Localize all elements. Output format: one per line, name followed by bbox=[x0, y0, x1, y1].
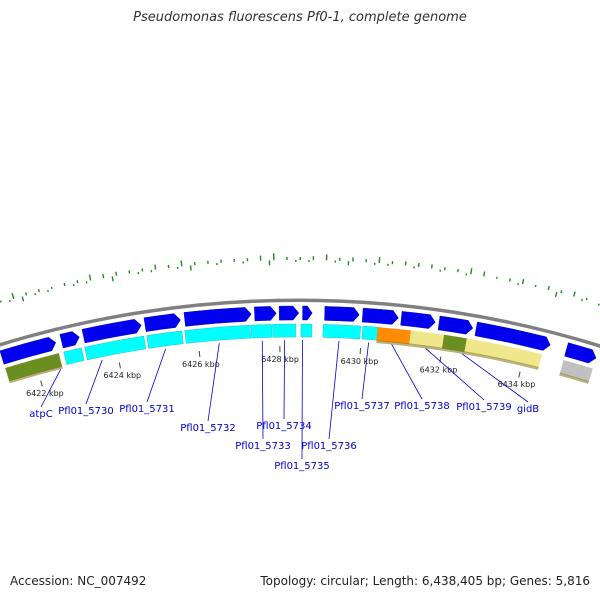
ruler-tick bbox=[41, 381, 43, 387]
skew-tick bbox=[10, 300, 11, 302]
skew-tick bbox=[561, 290, 562, 293]
reverse-gene bbox=[251, 324, 272, 338]
forward-gene bbox=[438, 316, 473, 334]
skew-tick bbox=[523, 279, 524, 284]
skew-tick bbox=[432, 264, 433, 268]
skew-tick bbox=[116, 272, 117, 276]
skew-tick bbox=[12, 293, 14, 299]
gene-label[interactable]: Pfl01_5736 bbox=[301, 441, 357, 452]
forward-gene bbox=[303, 306, 313, 320]
forward-gene bbox=[279, 306, 299, 320]
skew-tick bbox=[26, 292, 27, 295]
skew-tick bbox=[155, 265, 156, 270]
gene-label[interactable]: gidB bbox=[517, 404, 539, 415]
skew-tick bbox=[77, 280, 78, 283]
gene-label[interactable]: Pfl01_5732 bbox=[180, 423, 236, 434]
gene-label-connector bbox=[284, 340, 285, 419]
gene-label-connector bbox=[147, 349, 166, 402]
reverse-gene bbox=[147, 331, 184, 349]
skew-tick bbox=[510, 278, 511, 281]
gene-label[interactable]: Pfl01_5731 bbox=[119, 404, 175, 415]
ruler-tick bbox=[519, 372, 520, 378]
gene-label[interactable]: Pfl01_5735 bbox=[274, 461, 330, 472]
forward-gene bbox=[565, 343, 597, 363]
forward-gene bbox=[254, 306, 276, 321]
reverse-gene bbox=[185, 325, 251, 343]
skew-tick bbox=[38, 289, 39, 292]
skew-tick bbox=[484, 271, 485, 276]
gene-label[interactable]: atpC bbox=[29, 409, 52, 420]
ruler-label: 6432 kbp bbox=[420, 365, 458, 374]
skew-tick bbox=[574, 292, 575, 297]
reverse-gene bbox=[272, 324, 296, 337]
skew-tick bbox=[191, 265, 192, 270]
skew-tick bbox=[556, 292, 557, 297]
reverse-gene bbox=[64, 348, 85, 365]
gene-label[interactable]: Pfl01_5733 bbox=[235, 441, 291, 452]
gene-label[interactable]: Pfl01_5734 bbox=[256, 421, 312, 432]
forward-gene bbox=[401, 311, 436, 328]
gene-label-connector bbox=[392, 344, 422, 399]
reverse-gene bbox=[301, 324, 312, 337]
gene-label-connector bbox=[362, 343, 369, 399]
skew-tick bbox=[599, 304, 600, 306]
gc-skew-track bbox=[0, 253, 599, 306]
gene-label-connector bbox=[86, 360, 102, 404]
skew-tick bbox=[64, 283, 65, 286]
ruler-label: 6430 kbp bbox=[341, 357, 379, 366]
ruler-label: 6428 kbp bbox=[261, 355, 299, 364]
forward-gene bbox=[325, 306, 360, 321]
genome-title: Pseudomonas fluorescens Pf0-1, complete … bbox=[0, 10, 600, 25]
ruler-tick bbox=[119, 363, 120, 369]
skew-tick bbox=[22, 297, 23, 302]
skew-tick bbox=[181, 260, 182, 266]
gene-label-connector bbox=[329, 341, 339, 439]
topology-text: Topology: circular; Length: 6,438,405 bp… bbox=[260, 574, 590, 588]
forward-gene bbox=[60, 331, 80, 347]
ruler-label: 6434 kbp bbox=[498, 380, 536, 389]
skew-tick bbox=[103, 274, 104, 278]
ruler-tick bbox=[199, 351, 200, 357]
gene-label[interactable]: Pfl01_5738 bbox=[394, 401, 450, 412]
skew-tick bbox=[586, 298, 587, 300]
gene-label[interactable]: Pfl01_5739 bbox=[456, 402, 512, 413]
forward-gene bbox=[184, 307, 251, 326]
skew-tick bbox=[471, 268, 472, 274]
reverse-gene bbox=[362, 326, 378, 340]
gene-label[interactable]: Pfl01_5737 bbox=[334, 401, 390, 412]
ruler-label: 6422 kbp bbox=[26, 389, 64, 398]
skew-tick bbox=[112, 276, 113, 281]
ruler-label: 6424 kbp bbox=[103, 371, 141, 380]
skew-tick bbox=[582, 299, 583, 301]
reverse-gene bbox=[323, 324, 361, 339]
skew-tick bbox=[1, 301, 2, 303]
gene-label[interactable]: Pfl01_5730 bbox=[58, 406, 114, 417]
accession-text: Accession: NC_007492 bbox=[10, 574, 146, 588]
skew-tick bbox=[89, 275, 90, 281]
forward-gene bbox=[144, 314, 181, 332]
skew-tick bbox=[548, 286, 549, 290]
gene-label-connector bbox=[208, 343, 219, 421]
ruler-label: 6426 kbp bbox=[182, 360, 220, 369]
gene-labels: atpC Pfl01_5730 Pfl01_5731 Pfl01_5732 Pfl01_… bbox=[29, 340, 539, 472]
forward-gene bbox=[362, 308, 398, 324]
